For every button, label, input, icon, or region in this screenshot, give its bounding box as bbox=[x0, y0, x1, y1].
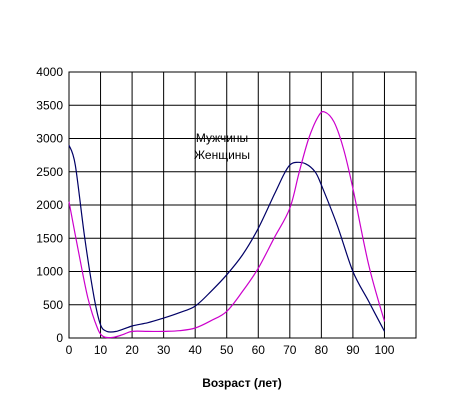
x-tick-label: 0 bbox=[66, 343, 73, 357]
plot-border bbox=[68, 71, 417, 339]
x-tick-label: 80 bbox=[315, 343, 329, 357]
x-tick-label: 30 bbox=[157, 343, 171, 357]
y-tick-label: 1500 bbox=[36, 231, 63, 245]
y-tick-label: 1000 bbox=[36, 265, 63, 279]
x-axis-title: Возраст (лет) bbox=[202, 376, 282, 390]
series-label-men: Мужчины bbox=[196, 131, 248, 145]
y-tick-label: 0 bbox=[56, 331, 63, 345]
y-tick-labels: 0 500 1000 1500 2000 2500 3000 3500 4000 bbox=[36, 65, 63, 345]
x-tick-label: 70 bbox=[283, 343, 297, 357]
y-tick-label: 500 bbox=[43, 298, 63, 312]
y-tick-label: 3000 bbox=[36, 132, 63, 146]
y-tick-label: 2000 bbox=[36, 198, 63, 212]
x-tick-label: 50 bbox=[220, 343, 234, 357]
y-tick-label: 2500 bbox=[36, 165, 63, 179]
series-label-women: Женщины bbox=[194, 148, 250, 162]
x-tick-label: 90 bbox=[346, 343, 360, 357]
x-tick-label: 20 bbox=[125, 343, 139, 357]
y-tick-label: 4000 bbox=[36, 65, 63, 79]
y-tick-label: 3500 bbox=[36, 98, 63, 112]
x-tick-label: 60 bbox=[252, 343, 266, 357]
x-tick-label: 10 bbox=[94, 343, 108, 357]
series-line-women bbox=[68, 111, 386, 339]
series-line-men bbox=[68, 144, 386, 333]
series-lines bbox=[68, 111, 386, 339]
x-tick-label: 40 bbox=[189, 343, 203, 357]
x-tick-labels: 0 10 20 30 40 50 60 70 80 90 100 bbox=[66, 343, 395, 357]
x-tick-label: 100 bbox=[374, 343, 394, 357]
